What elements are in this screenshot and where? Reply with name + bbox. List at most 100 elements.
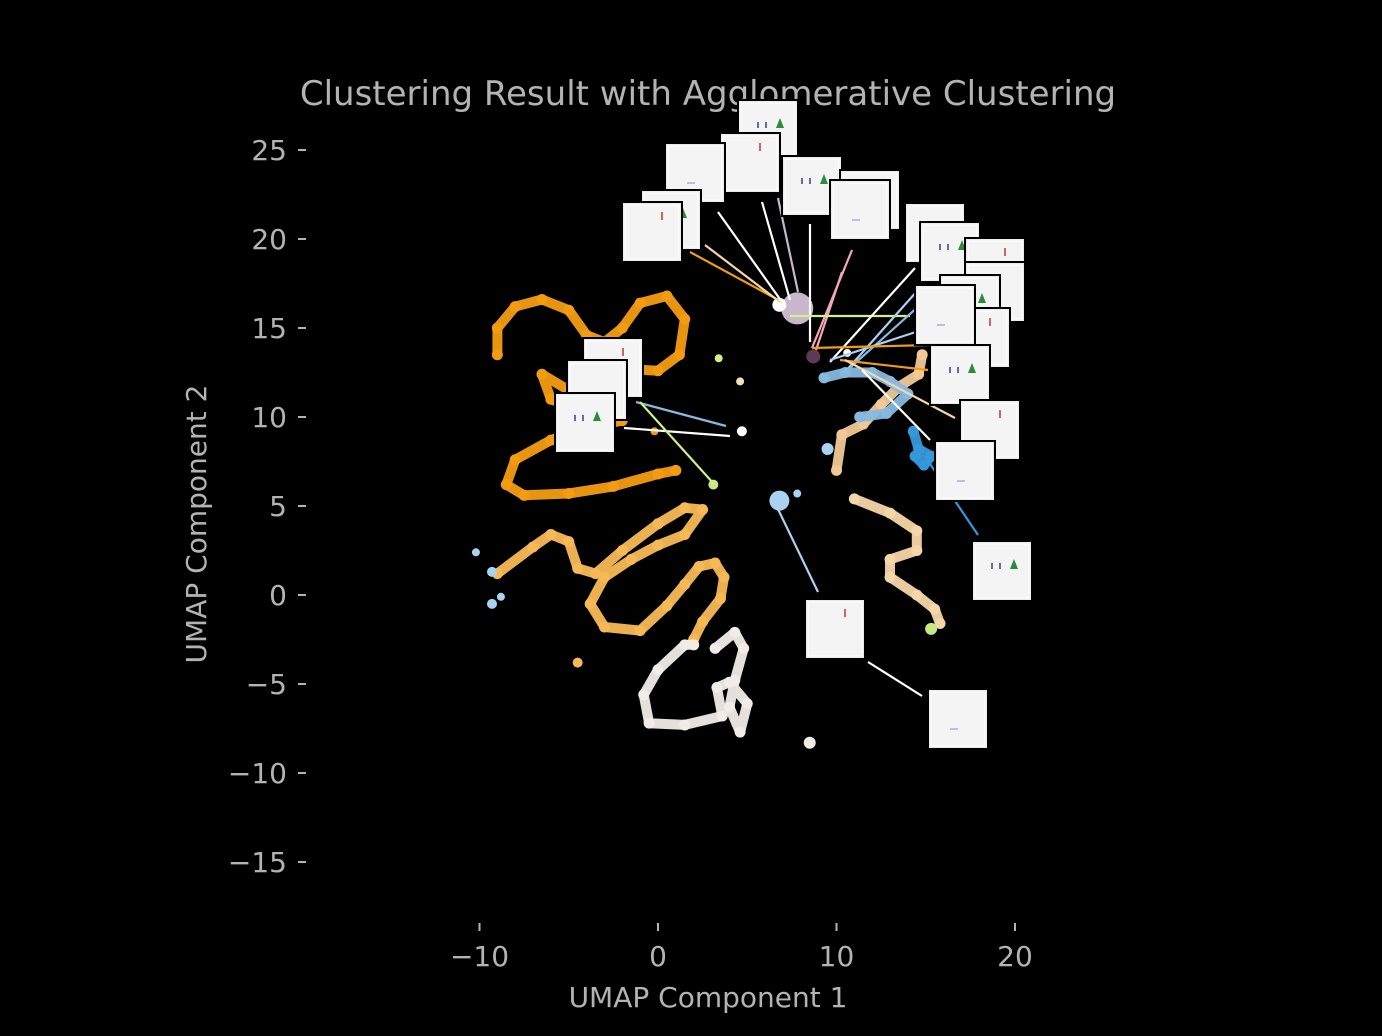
data-point [486,566,497,577]
series-4-point [916,349,928,361]
series-2-point [884,553,896,565]
connector-line [689,251,783,303]
series-1-point [718,571,730,583]
series-1-point [697,504,709,516]
thumbnail-inner [974,543,1030,599]
series-3-curve [638,627,753,738]
axis-ticks: −15 −10 −5 0 5 10 15 20 25 −10 0 10 20 [228,134,1033,973]
series-5-point [818,372,830,384]
data-point [736,426,747,437]
series-3-point [729,626,741,638]
series-6-point [909,450,921,462]
connector-line [844,359,956,419]
data-point [496,592,505,601]
plot-area [471,99,1033,750]
data-point [769,490,790,511]
thumbnail-inner [917,287,973,343]
thumbnail-inner [937,443,993,499]
thumbnail-image [719,132,781,194]
data-point [821,443,834,456]
series-6-point [918,459,930,471]
series-1-point [714,593,726,605]
connector-line [867,661,923,697]
series-2-point [884,507,896,519]
data-point [714,354,723,363]
data-point [803,736,816,749]
series-4-point [913,368,925,380]
thumbnail-inner [722,135,778,191]
series-4-point [836,429,848,441]
series-1-point [652,518,664,530]
chart-title: Clustering Result with Agglomerative Clu… [300,74,1116,114]
series-1-point [697,616,709,628]
series-3-point [716,710,728,722]
thumbnail-tree-mark [1010,559,1018,569]
series-2-point [848,493,860,505]
series-1-point [598,621,610,633]
series-2-point [934,617,946,629]
data-point [572,657,583,668]
series-1-point [709,557,721,569]
data-point [736,377,745,386]
connector-line [814,271,844,351]
series-0-point [491,349,503,361]
x-tick-label: 20 [997,940,1033,973]
connector-line [704,244,781,303]
series-2-point [911,525,923,537]
series-1-point [584,598,596,610]
thumbnail-image [554,392,616,454]
series-0-point [607,480,619,492]
series-0-point [491,322,503,334]
y-tick-label: 15 [251,312,287,345]
series-2-point [911,545,923,556]
series-0-point [518,489,530,501]
thumbnail-inner [932,347,988,403]
data-point [486,598,497,609]
series-5-point [880,407,892,419]
series-0-point [563,488,575,500]
series-0-point [500,479,512,491]
thumbnail-image [927,688,989,750]
series-0-point [616,322,628,334]
series-3-point [741,698,753,710]
x-tick-label: −10 [450,940,509,973]
series-1-point [661,600,673,612]
connector-line [623,426,731,438]
thumbnail-tree-mark [978,293,986,303]
series-1-point [616,545,628,556]
y-tick-label: 5 [269,490,287,523]
thumbnail-inner [557,395,613,451]
x-tick-label: 10 [819,940,855,973]
y-tick-label: 20 [251,223,287,256]
y-tick-label: 0 [269,579,287,612]
thumbnail-inner [930,691,986,747]
series-0-point [509,454,521,466]
series-0-point [509,301,521,313]
thumbnail-tree-mark [968,363,976,373]
series-1-point [679,528,691,540]
series-3-point [679,719,691,731]
connector-line [717,211,783,303]
series-1-point [563,536,575,548]
thumbnail-image [914,284,976,346]
y-tick-label: 25 [251,134,287,167]
series-0-point [652,468,664,480]
series-1-point [634,625,646,637]
thumbnail-tree-mark [593,411,601,421]
series-3-point [734,726,746,738]
connector-line [841,304,921,376]
series-0-point [670,464,682,476]
connector-line [760,201,792,301]
data-point [806,349,821,364]
series-3-point [738,642,750,654]
thumbnail-inner [624,204,680,260]
series-0-point [679,313,691,325]
series-3-point [652,664,664,676]
connector-line [844,289,919,373]
thumbnail-image [621,201,683,263]
series-1-point [652,539,664,551]
connector-line [829,328,923,362]
series-1-point [679,502,691,514]
data-point [925,622,938,635]
thumbnail-tree-mark [776,118,784,128]
